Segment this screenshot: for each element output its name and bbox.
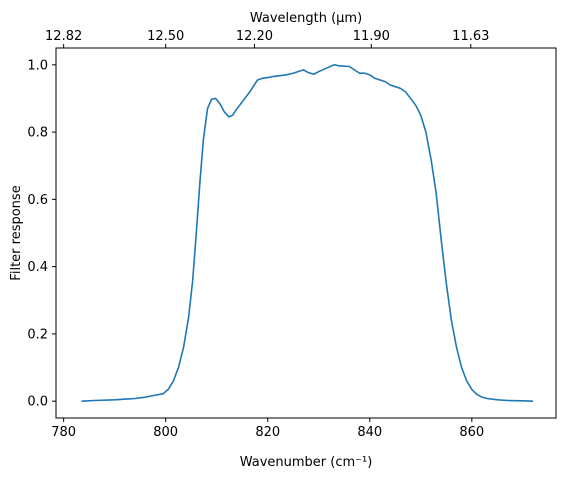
x-tick-label: 860 — [459, 425, 484, 440]
y-tick-label: 0.4 — [27, 260, 48, 275]
top-tick-label: 12.20 — [236, 29, 273, 44]
series-layer — [81, 64, 534, 402]
bottom-x-axis: 780 800 820 840 860 — [51, 418, 484, 440]
axes-frame — [55, 47, 557, 419]
top-x-axis-label: Wavelength (μm) — [250, 11, 362, 26]
x-tick-label: 800 — [153, 425, 178, 440]
top-tick-label: 11.63 — [452, 29, 489, 44]
x-tick-label: 820 — [255, 425, 280, 440]
y-tick-label: 0.8 — [27, 126, 48, 141]
series-line-0 — [81, 64, 534, 402]
x-axis-label: Wavenumber (cm⁻¹) — [240, 455, 373, 470]
y-tick-label: 1.0 — [27, 58, 48, 73]
x-tick-label: 840 — [357, 425, 382, 440]
y-tick-label: 0.6 — [27, 193, 48, 208]
top-tick-label: 12.82 — [45, 29, 82, 44]
x-tick-label: 780 — [51, 425, 76, 440]
left-y-axis: 0.0 0.2 0.4 0.6 0.8 1.0 — [27, 58, 56, 410]
top-tick-label: 12.50 — [147, 29, 184, 44]
y-axis-label: Filter response — [9, 185, 24, 280]
top-x-axis: 12.82 12.50 12.20 11.90 11.63 — [45, 29, 489, 48]
y-tick-label: 0.0 — [27, 395, 48, 410]
y-tick-label: 0.2 — [27, 327, 48, 342]
top-tick-label: 11.90 — [353, 29, 390, 44]
